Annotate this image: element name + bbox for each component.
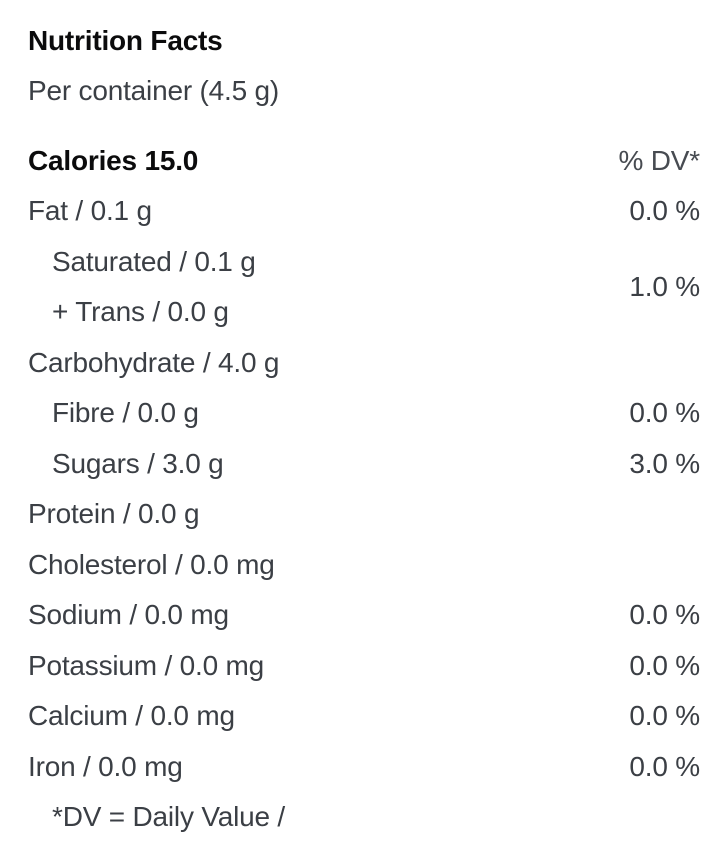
nutrient-name: Protein / 0.0 g xyxy=(28,498,200,529)
nutrient-name: Carbohydrate / 4.0 g xyxy=(28,346,280,378)
nutrient-name: *DV = Daily Value / xyxy=(52,801,286,832)
calories-row: Calories 15.0 % DV* xyxy=(28,136,700,186)
calories-value: Calories 15.0 xyxy=(28,145,199,176)
nutrient-row: Fibre / 0.0 g 0.0 % xyxy=(28,388,700,439)
daily-value-header: % DV* xyxy=(618,145,701,176)
nutrient-row: Fat / 0.1 g 0.0 % xyxy=(28,186,700,237)
nutrient-name-group: Calcium / 0.0 mg xyxy=(28,691,235,742)
nutrient-name: Fat / 0.1 g xyxy=(28,195,152,226)
nutrient-row: Calcium / 0.0 mg 0.0 % xyxy=(28,691,700,742)
nutrient-name-group: Fat / 0.1 g xyxy=(28,186,152,237)
nutrient-row: Saturated / 0.1 g + Trans / 0.0 g 1.0 % xyxy=(28,237,700,338)
nutrient-rows: Fat / 0.1 g 0.0 % Saturated / 0.1 g + Trans… xyxy=(28,186,700,843)
nutrient-name-group: Sodium / 0.0 mg xyxy=(28,590,229,641)
nutrient-name: Saturated / 0.1 g xyxy=(52,245,256,277)
nutrient-daily-value: 0.0 % xyxy=(629,700,700,731)
nutrient-name: Sugars / 3.0 g xyxy=(52,447,224,479)
nutrient-row: Potassium / 0.0 mg 0.0 % xyxy=(28,641,700,692)
nutrient-name: Calcium / 0.0 mg xyxy=(28,700,235,731)
nutrient-name: + Trans / 0.0 g xyxy=(52,296,229,327)
nutrient-daily-value: 3.0 % xyxy=(629,447,700,479)
nutrient-name-group: Cholesterol / 0.0 mg xyxy=(28,540,275,591)
nutrient-name: Cholesterol / 0.0 mg xyxy=(28,548,275,580)
nutrition-facts-title: Nutrition Facts xyxy=(28,25,223,56)
nutrient-daily-value: 0.0 % xyxy=(629,750,700,782)
nutrient-row: Cholesterol / 0.0 mg xyxy=(28,540,700,591)
nutrient-name-group: Fibre / 0.0 g xyxy=(28,388,199,439)
nutrient-row: Sodium / 0.0 mg 0.0 % xyxy=(28,590,700,641)
nutrient-row: Sugars / 3.0 g 3.0 % xyxy=(28,439,700,490)
nutrient-daily-value: 1.0 % xyxy=(629,270,700,302)
nutrient-daily-value: 0.0 % xyxy=(629,397,700,428)
nutrient-row: Iron / 0.0 mg 0.0 % xyxy=(28,742,700,793)
serving-size: Per container (4.5 g) xyxy=(28,75,280,106)
nutrient-row: Protein / 0.0 g xyxy=(28,489,700,540)
nutrient-daily-value: 0.0 % xyxy=(629,599,700,630)
nutrient-row: *DV = Daily Value / xyxy=(28,792,700,843)
nutrient-name: Sodium / 0.0 mg xyxy=(28,599,229,630)
nutrient-name-group: *DV = Daily Value / xyxy=(28,792,285,843)
nutrient-name: Potassium / 0.0 mg xyxy=(28,649,265,681)
nutrient-name-group: Sugars / 3.0 g xyxy=(28,439,224,490)
nutrient-name: Fibre / 0.0 g xyxy=(52,397,199,428)
nutrient-name-group: Potassium / 0.0 mg xyxy=(28,641,264,692)
nutrient-name-group: Protein / 0.0 g xyxy=(28,489,200,540)
nutrient-daily-value: 0.0 % xyxy=(629,649,700,681)
nutrient-name-group: Iron / 0.0 mg xyxy=(28,742,183,793)
nutrient-daily-value: 0.0 % xyxy=(629,195,700,226)
nutrient-name-group: Saturated / 0.1 g + Trans / 0.0 g xyxy=(28,237,256,338)
nutrient-name: Iron / 0.0 mg xyxy=(28,750,183,782)
nutrient-row: Carbohydrate / 4.0 g xyxy=(28,338,700,389)
nutrient-name-group: Carbohydrate / 4.0 g xyxy=(28,338,279,389)
